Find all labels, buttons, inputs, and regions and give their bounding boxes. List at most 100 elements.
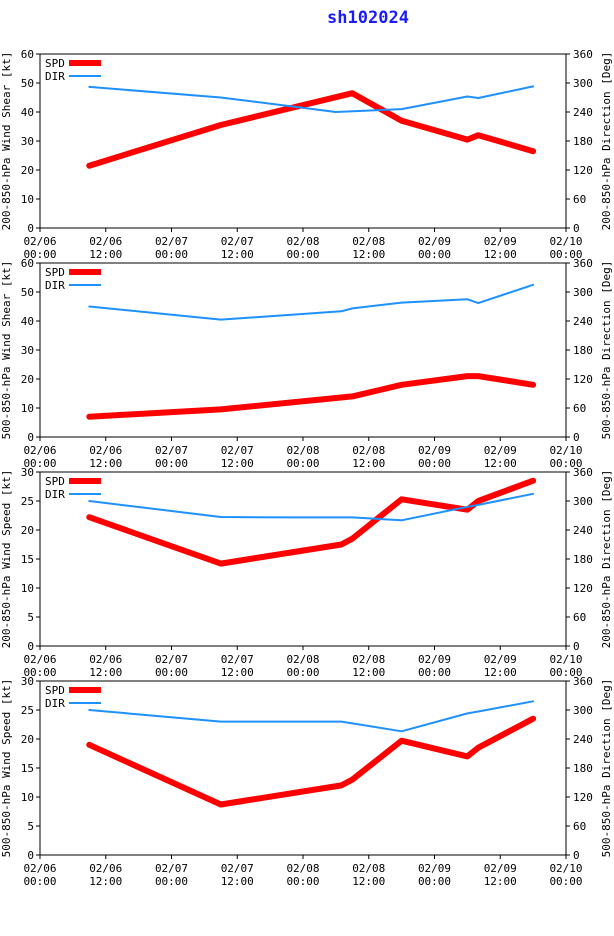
y-left-tick-label: 10	[21, 193, 34, 206]
y-right-tick-label: 240	[573, 315, 593, 328]
y-left-tick-label: 10	[21, 582, 34, 595]
x-tick-label-time: 12:00	[89, 248, 122, 261]
y-left-tick-label: 0	[27, 849, 34, 862]
x-tick-label-time: 00:00	[155, 875, 188, 888]
x-tick-label-time: 00:00	[549, 457, 582, 470]
y-right-tick-label: 180	[573, 135, 593, 148]
x-tick-label-time: 12:00	[221, 248, 254, 261]
y-left-axis-label: 200-850-hPa Wind Speed [kt]	[0, 470, 13, 649]
legend-label-spd: SPD	[45, 475, 65, 488]
y-right-tick-label: 60	[573, 193, 586, 206]
y-left-tick-label: 0	[27, 222, 34, 235]
spd-series-line	[86, 715, 537, 808]
x-tick-label-date: 02/08	[286, 444, 319, 457]
y-right-tick-label: 240	[573, 524, 593, 537]
x-tick-label-time: 00:00	[418, 875, 451, 888]
y-left-tick-label: 20	[21, 373, 34, 386]
chart-title: sh102024	[327, 8, 409, 28]
x-tick-label-time: 12:00	[89, 666, 122, 679]
y-right-tick-label: 120	[573, 582, 593, 595]
x-tick-label-time: 00:00	[23, 875, 56, 888]
y-left-tick-label: 5	[27, 820, 34, 833]
y-right-tick-label: 0	[573, 849, 580, 862]
x-tick-label-time: 12:00	[484, 457, 517, 470]
x-tick-label-date: 02/07	[155, 653, 188, 666]
y-left-tick-label: 60	[21, 257, 34, 270]
x-tick-label-date: 02/06	[89, 444, 122, 457]
legend-label-dir: DIR	[45, 697, 65, 710]
dir-series-line	[88, 492, 535, 522]
y-left-tick-label: 15	[21, 762, 34, 775]
y-left-tick-label: 50	[21, 286, 34, 299]
x-tick-label-time: 00:00	[23, 457, 56, 470]
y-right-tick-label: 0	[573, 222, 580, 235]
y-right-tick-label: 300	[573, 704, 593, 717]
y-left-tick-label: 5	[27, 611, 34, 624]
plot-frame-1	[39, 53, 567, 229]
y-right-tick-label: 360	[573, 257, 593, 270]
y-right-tick-label: 300	[573, 495, 593, 508]
y-right-axis-label: 500-850-hPa Direction [Deg]	[600, 261, 613, 440]
dir-series-line	[88, 85, 535, 113]
x-tick-label-time: 00:00	[286, 666, 319, 679]
x-tick-label-time: 00:00	[418, 666, 451, 679]
legend-label-spd: SPD	[45, 266, 65, 279]
x-tick-label-date: 02/08	[286, 235, 319, 248]
x-tick-label-date: 02/06	[23, 653, 56, 666]
y-left-tick-label: 20	[21, 524, 34, 537]
legend-label-dir: DIR	[45, 279, 65, 292]
x-tick-label-date: 02/06	[89, 653, 122, 666]
x-tick-label-time: 12:00	[352, 248, 385, 261]
x-tick-label-date: 02/08	[352, 235, 385, 248]
x-tick-label-date: 02/09	[484, 653, 517, 666]
x-tick-label-time: 12:00	[352, 875, 385, 888]
y-right-tick-label: 120	[573, 164, 593, 177]
y-left-tick-label: 0	[27, 431, 34, 444]
y-left-axis-label: 200-850-hPa Wind Shear [kt]	[0, 52, 13, 231]
x-tick-label-time: 12:00	[484, 875, 517, 888]
x-tick-label-date: 02/07	[221, 862, 254, 875]
x-tick-label-time: 00:00	[549, 875, 582, 888]
y-right-axis-label: 200-850-hPa Direction [Deg]	[600, 470, 613, 649]
x-tick-label-time: 12:00	[484, 248, 517, 261]
y-left-tick-label: 40	[21, 315, 34, 328]
x-tick-label-date: 02/07	[155, 862, 188, 875]
x-tick-label-time: 00:00	[286, 457, 319, 470]
x-tick-label-date: 02/09	[418, 862, 451, 875]
x-tick-label-date: 02/08	[286, 653, 319, 666]
x-tick-label-time: 00:00	[23, 248, 56, 261]
y-left-tick-label: 20	[21, 164, 34, 177]
x-tick-label-date: 02/09	[484, 444, 517, 457]
legend-label-spd: SPD	[45, 57, 65, 70]
spd-series-line	[86, 373, 537, 420]
y-left-tick-label: 50	[21, 77, 34, 90]
x-tick-label-date: 02/06	[23, 235, 56, 248]
y-right-tick-label: 120	[573, 373, 593, 386]
x-tick-label-date: 02/07	[155, 444, 188, 457]
x-tick-label-time: 00:00	[23, 666, 56, 679]
x-tick-label-time: 00:00	[155, 248, 188, 261]
spd-series-line	[86, 477, 537, 567]
x-tick-label-date: 02/06	[89, 862, 122, 875]
x-tick-label-date: 02/08	[352, 653, 385, 666]
y-left-tick-label: 15	[21, 553, 34, 566]
x-tick-label-time: 12:00	[221, 875, 254, 888]
x-tick-label-date: 02/07	[221, 444, 254, 457]
legend-label-dir: DIR	[45, 488, 65, 501]
x-tick-label-time: 00:00	[549, 248, 582, 261]
x-tick-label-date: 02/10	[549, 862, 582, 875]
y-right-tick-label: 300	[573, 77, 593, 90]
x-tick-label-time: 00:00	[418, 457, 451, 470]
plot-frame-2	[39, 262, 567, 438]
y-right-tick-label: 240	[573, 106, 593, 119]
x-tick-label-date: 02/06	[89, 235, 122, 248]
y-right-tick-label: 360	[573, 466, 593, 479]
legend-label-dir: DIR	[45, 70, 65, 83]
x-tick-label-date: 02/08	[352, 862, 385, 875]
x-tick-label-time: 12:00	[484, 666, 517, 679]
x-tick-label-date: 02/09	[418, 444, 451, 457]
y-right-tick-label: 120	[573, 791, 593, 804]
x-tick-label-time: 12:00	[89, 875, 122, 888]
y-right-tick-label: 60	[573, 820, 586, 833]
